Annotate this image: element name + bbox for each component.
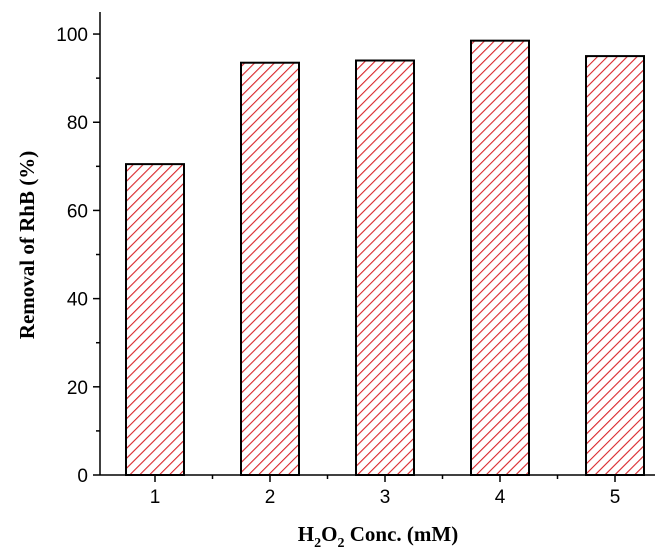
- x-ticks-group: 1 2 3 4 5: [150, 475, 621, 508]
- x-tick-label: 1: [150, 487, 161, 508]
- y-tick-label: 0: [77, 466, 88, 487]
- x-axis-title-part: O: [321, 522, 337, 546]
- x-tick-label: 4: [495, 487, 506, 508]
- y-tick-label: 40: [67, 290, 88, 311]
- x-axis-title-part: H: [298, 522, 314, 546]
- bar-2: [240, 61, 300, 476]
- y-tick-label: 80: [67, 113, 88, 134]
- bar-4: [470, 39, 530, 477]
- x-tick-label: 5: [610, 487, 621, 508]
- bar-3: [355, 59, 415, 476]
- y-axis-title: Removal of RhB (%): [15, 151, 39, 339]
- y-tick-label: 20: [67, 378, 88, 399]
- bar-5: [585, 55, 645, 476]
- x-axis-title-subscript: 2: [337, 536, 344, 551]
- x-axis-title-subscript: 2: [314, 536, 321, 551]
- y-tick-label: 60: [67, 201, 88, 222]
- x-tick-label: 3: [380, 487, 391, 508]
- x-axis-title: H2O2 Conc. (mM): [298, 522, 458, 551]
- x-tick-label: 2: [265, 487, 276, 508]
- y-tick-label: 100: [56, 25, 88, 46]
- bars-group: [125, 39, 645, 477]
- y-ticks-group: 0 20 40 60 80 100: [56, 25, 100, 487]
- bar-1: [125, 163, 185, 476]
- x-axis-title-part: Conc. (mM): [344, 522, 458, 546]
